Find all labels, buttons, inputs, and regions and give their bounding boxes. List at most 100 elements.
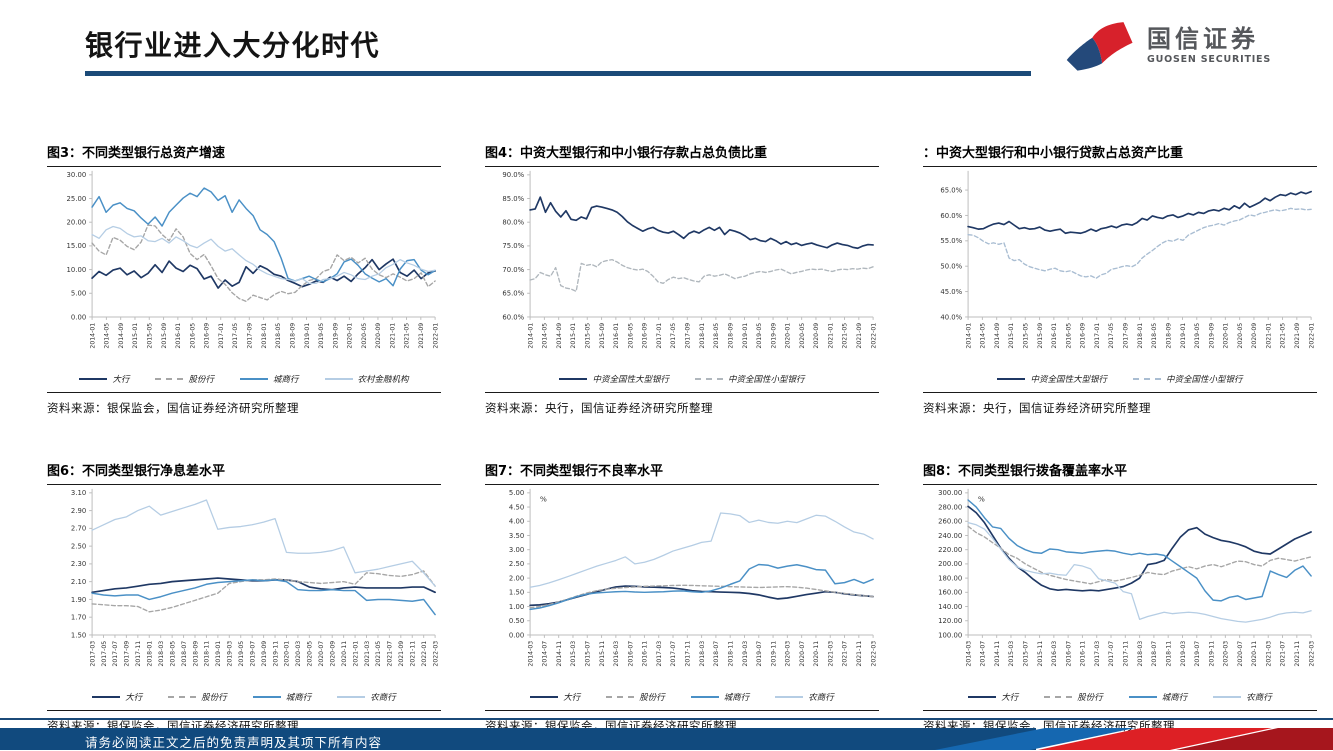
x-tick-label: 2016-05 [1065, 323, 1072, 349]
x-tick-label: 2018-01 [146, 641, 153, 667]
x-tick-label: 2021-11 [410, 641, 417, 667]
legend-label: 城商行 [285, 692, 312, 703]
y-tick-label: 2.90 [71, 507, 86, 515]
axis-unit-label: % [540, 494, 547, 503]
legend-label: 农村金融机构 [357, 374, 409, 385]
figure-3: 图3：不同类型银行总资产增速 0.00 5.00 10.00 15.00 20.00 25… [47, 142, 441, 416]
series-line [967, 505, 1312, 592]
x-tick-label: 2016-09 [1080, 323, 1087, 349]
x-tick-label: 2021-01 [1266, 323, 1273, 349]
figure-8: 图8：不同类型银行拨备覆盖率水平 100.00 120.00 140.00 160.0… [923, 460, 1317, 734]
x-tick-label: 2019-01 [742, 323, 749, 349]
x-tick-label: 2021-07 [387, 641, 394, 667]
chart-plot: 0.00 5.00 10.00 15.00 20.00 25.00 30.00 2014-01… [47, 167, 441, 373]
x-tick-label: 2015-09 [599, 323, 606, 349]
y-tick-label: 65.0% [502, 290, 524, 298]
x-tick-label: 2014-03 [965, 641, 972, 667]
chart-canvas: 0.00 5.00 10.00 15.00 20.00 25.00 30.00 2014-01… [67, 170, 439, 349]
legend-swatch [79, 377, 108, 380]
x-tick-label: 2022-01 [870, 323, 877, 349]
y-tick-label: 3.00 [509, 546, 524, 554]
x-tick-label: 2016-03 [1051, 641, 1058, 667]
y-tick-label: 80.0% [502, 219, 524, 227]
x-tick-label: 2017-03 [89, 641, 96, 667]
x-tick-label: 2021-09 [856, 323, 863, 349]
x-tick-label: 2018-01 [261, 323, 268, 349]
series-line [529, 258, 874, 293]
legend-swatch [606, 695, 635, 698]
x-tick-label: 2018-11 [204, 641, 211, 667]
x-tick-label: 2021-09 [1294, 323, 1301, 349]
x-tick-label: 2021-03 [1266, 641, 1273, 667]
x-tick-label: 2018-11 [727, 641, 734, 667]
x-tick-label: 2017-07 [670, 641, 677, 667]
x-tick-label: 2016-11 [642, 641, 649, 667]
x-tick-label: 2021-07 [1280, 641, 1287, 667]
legend-swatch [775, 695, 804, 698]
figure-body: 40.0% 45.0% 50.0% 55.0% 60.0% 65.0% 2014-01 201… [923, 167, 1317, 393]
legend-item: 中资全国性小型银行 [695, 373, 805, 385]
page-title: 银行业进入大分化时代 [85, 29, 381, 62]
figure-7: 图7：不同类型银行不良率水平 0.00 0.50 1.00 1.50 2.00 2.50 3… [485, 460, 879, 734]
x-tick-label: 2020-07 [1237, 641, 1244, 667]
y-tick-label: 85.0% [502, 195, 524, 203]
x-tick-label: 2014-09 [118, 323, 125, 349]
x-tick-label: 2020-01 [284, 641, 291, 667]
y-tick-label: 300.00 [938, 489, 962, 497]
x-tick-label: 2015-11 [599, 641, 606, 667]
x-tick-label: 2015-07 [1022, 641, 1029, 667]
x-tick-label: 2017-09 [124, 641, 131, 667]
slide-footer: 请务必阅读正文之后的免责声明及其项下所有内容 [0, 728, 1333, 750]
x-tick-label: 2017-11 [1123, 641, 1130, 667]
x-tick-label: 2019-11 [272, 641, 279, 667]
x-tick-label: 2015-03 [570, 641, 577, 667]
x-tick-label: 2019-11 [1208, 641, 1215, 667]
y-tick-label: 10.00 [67, 266, 87, 274]
x-tick-label: 2020-07 [799, 641, 806, 667]
x-tick-label: 2017-03 [656, 641, 663, 667]
y-tick-label: 60.0% [940, 212, 962, 220]
x-tick-label: 2017-01 [656, 323, 663, 349]
legend-label: 股份行 [201, 692, 227, 703]
series-line [967, 190, 1312, 235]
x-tick-label: 2015-11 [1037, 641, 1044, 667]
legend-item: 大行 [79, 373, 129, 385]
series-line [91, 187, 436, 287]
y-tick-label: 2.70 [71, 525, 86, 533]
x-tick-label: 2018-05 [713, 323, 720, 349]
y-tick-label: 15.00 [67, 242, 87, 250]
figure-5: ：中资大型银行和中小银行贷款占总资产比重 40.0% 45.0% 50.0% 55.0… [923, 142, 1317, 416]
x-tick-label: 2020-11 [341, 641, 348, 667]
figure-title: 图8：不同类型银行拨备覆盖率水平 [923, 460, 1317, 485]
x-tick-label: 2016-05 [627, 323, 634, 349]
y-tick-label: 240.00 [938, 532, 962, 540]
x-tick-label: 2018-09 [289, 323, 296, 349]
chart-plot: 0.00 0.50 1.00 1.50 2.00 2.50 3.00 3.50 4.00 4.50… [485, 485, 879, 691]
legend-item: 中资全国性小型银行 [1133, 373, 1243, 385]
legend-item: 大行 [92, 691, 142, 703]
x-tick-label: 2020-05 [361, 323, 368, 349]
x-tick-label: 2021-05 [404, 323, 411, 349]
y-tick-label: 160.00 [938, 588, 962, 596]
x-tick-label: 2021-05 [842, 323, 849, 349]
footer-divider [0, 718, 1333, 720]
y-tick-label: 1.50 [71, 631, 86, 639]
slide-header: 银行业进入大分化时代 国信证券 GUOSEN SECURITIES [0, 0, 1333, 102]
x-tick-label: 2020-01 [347, 323, 354, 349]
x-tick-label: 2018-05 [169, 641, 176, 667]
legend-swatch [1133, 377, 1161, 380]
legend-label: 中资全国性大型银行 [1030, 374, 1107, 385]
legend-swatch [240, 377, 268, 380]
x-tick-label: 2016-01 [1051, 323, 1058, 349]
series-line [967, 499, 1312, 602]
guosen-logo-text: 国信证券 GUOSEN SECURITIES [1147, 26, 1271, 66]
y-tick-label: 280.00 [938, 503, 962, 511]
x-tick-label: 2015-01 [1008, 323, 1015, 349]
legend-swatch [695, 377, 723, 380]
legend-label: 中资全国性大型银行 [592, 374, 669, 385]
legend-swatch [997, 377, 1026, 380]
x-tick-label: 2017-05 [101, 641, 108, 667]
x-tick-label: 2021-05 [1280, 323, 1287, 349]
series-line [529, 512, 874, 588]
y-tick-label: 60.0% [502, 313, 524, 321]
